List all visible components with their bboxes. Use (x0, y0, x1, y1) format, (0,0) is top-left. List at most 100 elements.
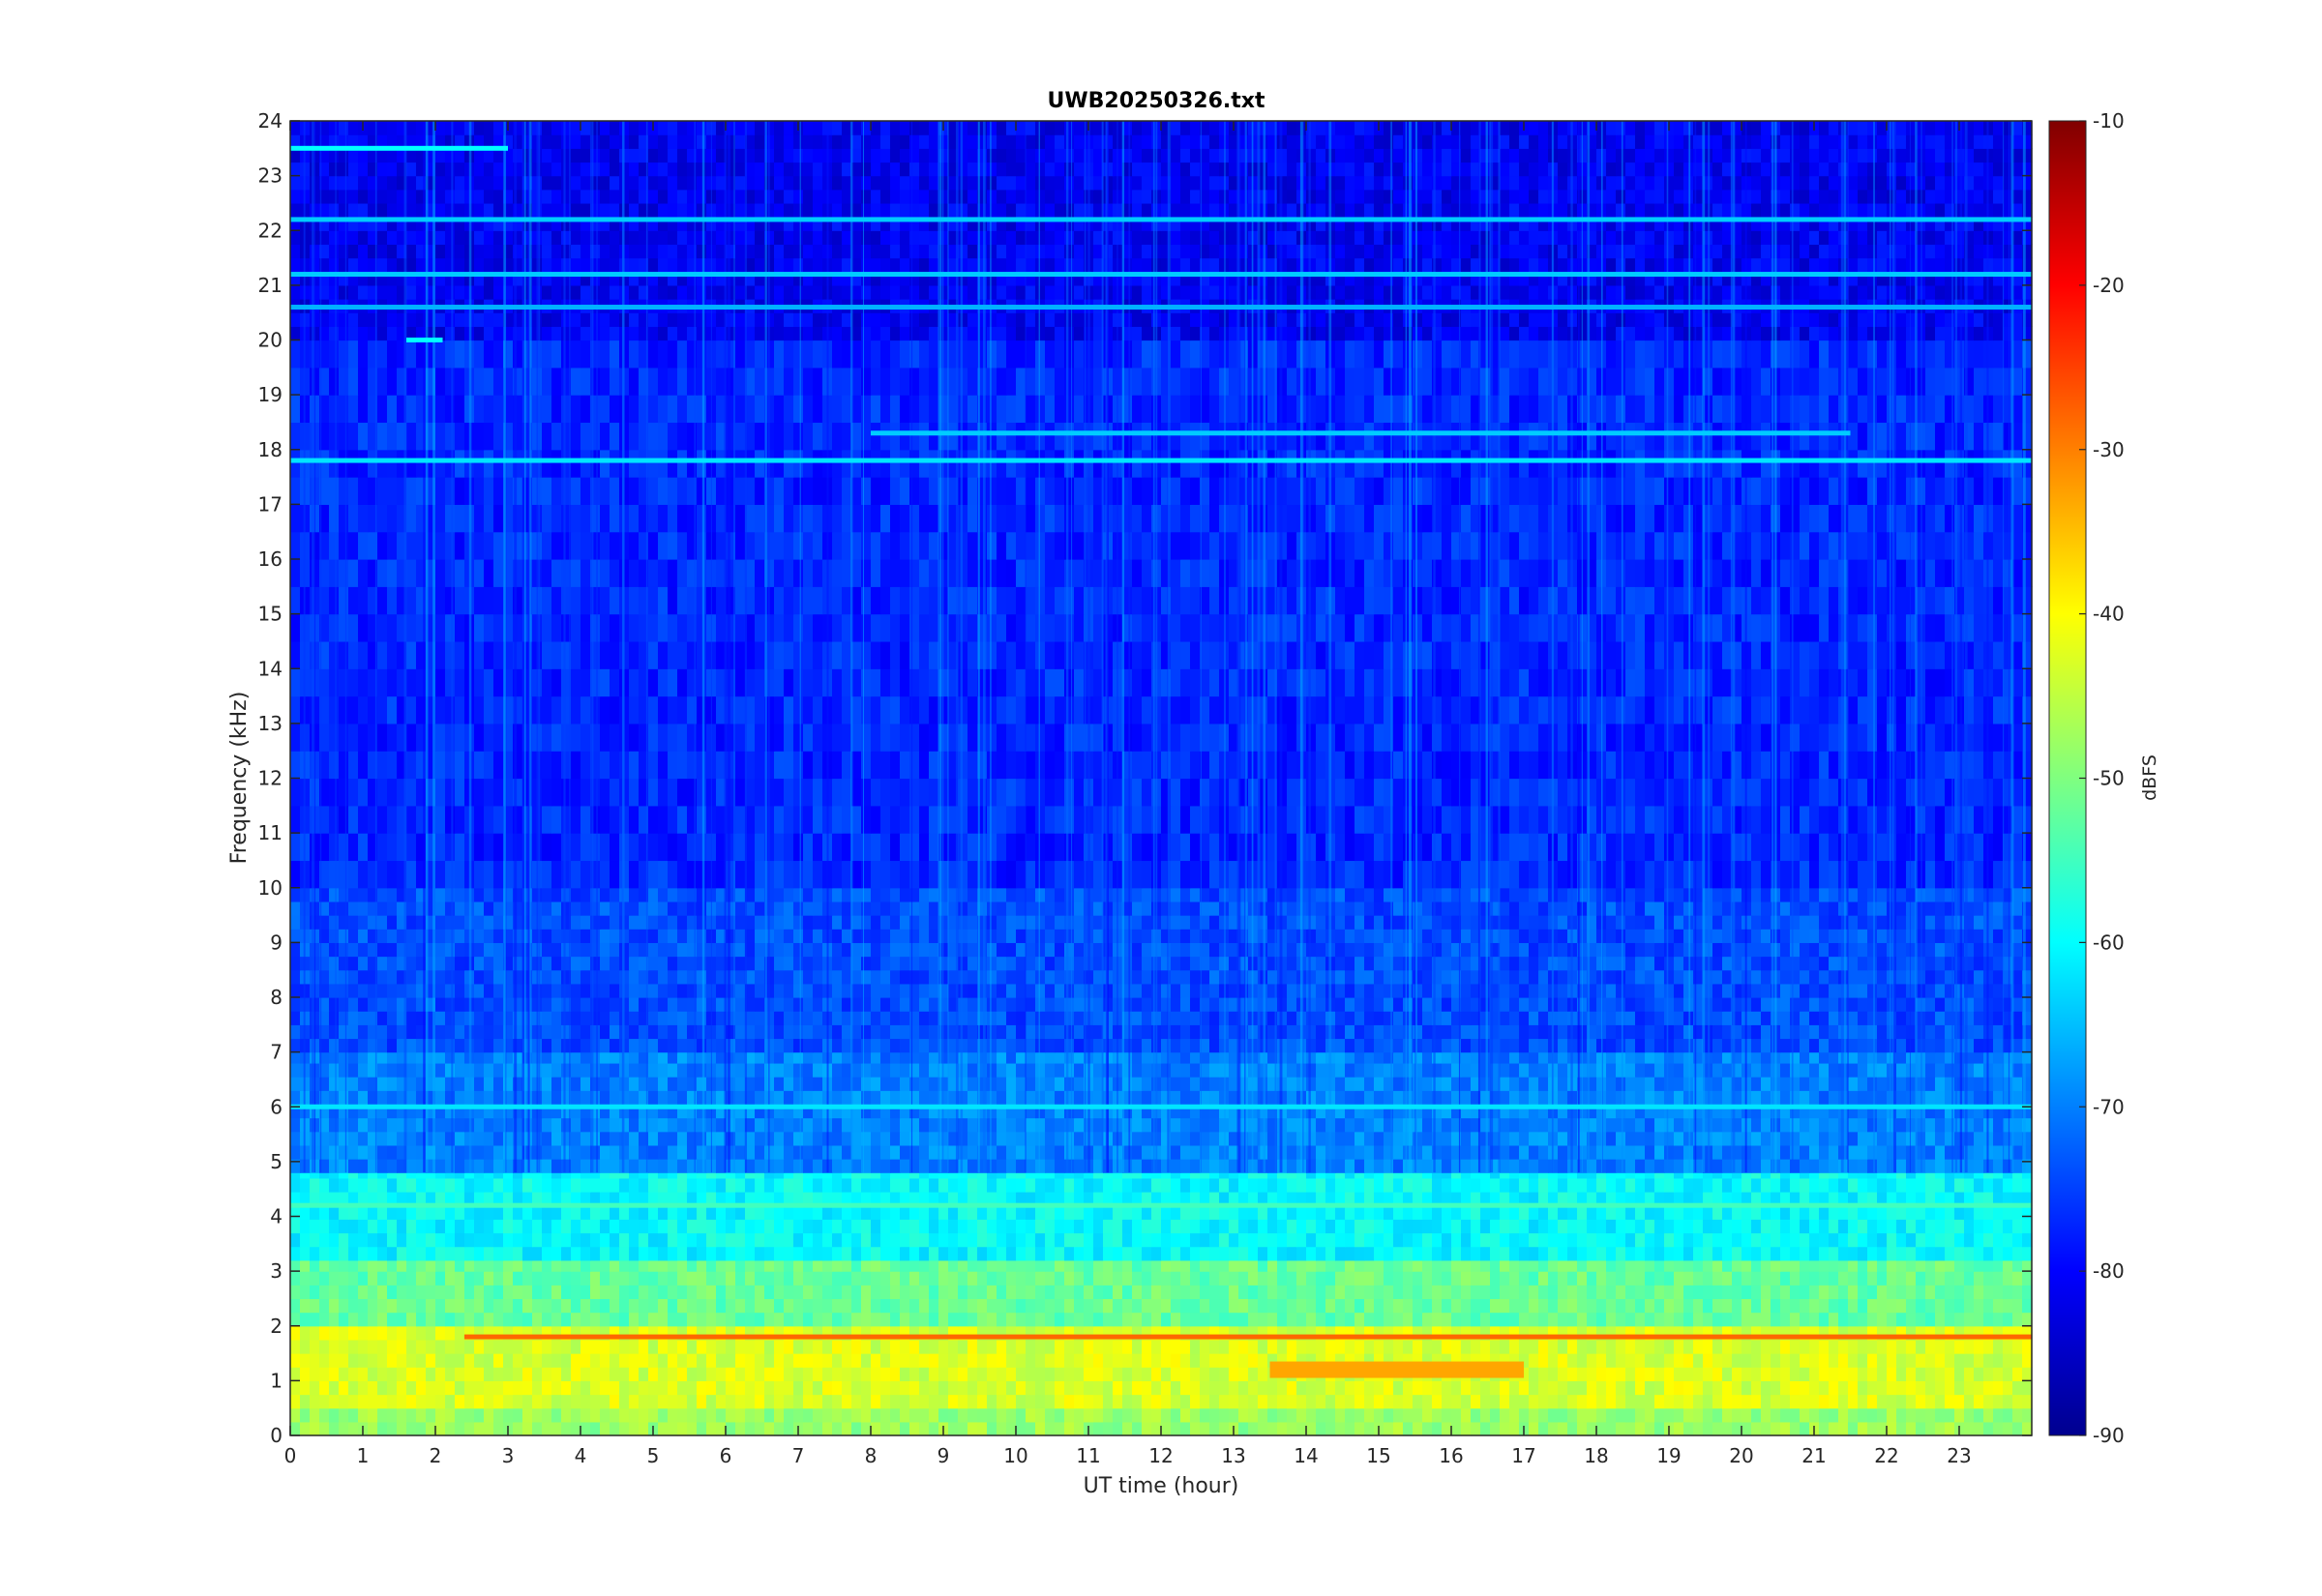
heatmap-cell (648, 1062, 659, 1078)
heatmap-cell (416, 1380, 427, 1396)
heatmap-cell (2012, 1259, 2023, 1272)
heatmap-cell (1490, 1144, 1501, 1160)
heatmap-cell (2003, 1298, 2013, 1314)
heatmap-cell (784, 1339, 794, 1354)
heatmap-cell (629, 1339, 640, 1354)
heatmap-cell (1229, 1159, 1239, 1173)
heatmap-cell (1993, 1117, 2004, 1133)
heatmap-cell (319, 1077, 330, 1091)
heatmap-cell (358, 1246, 369, 1261)
heatmap-cell (1954, 1353, 1965, 1368)
heatmap-cell (1974, 1271, 1984, 1286)
heatmap-cell (697, 1172, 707, 1179)
heatmap-cell (329, 1394, 340, 1409)
heatmap-cell (648, 1077, 659, 1091)
heatmap-cell (774, 1259, 785, 1272)
heatmap-cell (716, 1407, 727, 1423)
heatmap-cell (1625, 1177, 1636, 1193)
heatmap-cell (1829, 1117, 1839, 1133)
heatmap-cell (387, 1325, 398, 1341)
heatmap-cell (1393, 1131, 1404, 1146)
heatmap-cell (1442, 1205, 1452, 1220)
heatmap-cell (1529, 1421, 1539, 1436)
heatmap-cell (1364, 1285, 1375, 1300)
heatmap-cell (1848, 1144, 1859, 1160)
heatmap-cell (987, 1192, 997, 1206)
heatmap-cell (1190, 1271, 1201, 1286)
heatmap-cell (1200, 1062, 1210, 1078)
heatmap-cell (1006, 1246, 1017, 1261)
heatmap-cell (1519, 1367, 1530, 1381)
heatmap-cell (1954, 1325, 1965, 1341)
heatmap-cell (726, 1117, 736, 1133)
heatmap-cell (639, 1232, 649, 1248)
heatmap-cell (474, 1172, 485, 1179)
heatmap-cell (938, 1353, 949, 1368)
heatmap-cell (397, 1407, 407, 1423)
heatmap-cell (1625, 1353, 1636, 1368)
heatmap-cell (726, 1062, 736, 1078)
heatmap-cell (474, 1312, 485, 1327)
heatmap-cell (1413, 1090, 1423, 1106)
heatmap-cell (1471, 1246, 1481, 1261)
heatmap-cell (938, 1232, 949, 1248)
heatmap-cell (890, 1219, 901, 1234)
heatmap-cell (658, 1271, 669, 1286)
heatmap-cell (1635, 1219, 1646, 1234)
heatmap-cell (571, 1205, 581, 1220)
heatmap-cell (1277, 1271, 1288, 1286)
heatmap-cell (745, 1325, 756, 1341)
heatmap-cell (1142, 1421, 1152, 1436)
heatmap-cell (329, 1172, 340, 1179)
heatmap-cell (2012, 1192, 2023, 1206)
heatmap-cell (1761, 1325, 1771, 1341)
heatmap-cell (1035, 1312, 1046, 1327)
heatmap-cell (1074, 1271, 1085, 1286)
heatmap-cell (348, 1131, 359, 1146)
heatmap-cell (987, 1090, 997, 1106)
heatmap-cell (1471, 1421, 1481, 1436)
heatmap-cell (968, 1394, 978, 1409)
heatmap-cell (1751, 1271, 1762, 1286)
heatmap-cell (1954, 1232, 1965, 1248)
heatmap-cell (1461, 1271, 1472, 1286)
heatmap-cell (1461, 1339, 1472, 1354)
heatmap-cell (1238, 1117, 1249, 1133)
heatmap-cell (2022, 1312, 2033, 1327)
heatmap-cell (987, 1407, 997, 1423)
heatmap-cell (977, 1172, 988, 1179)
heatmap-cell (348, 1159, 359, 1173)
heatmap-cell (1722, 1298, 1733, 1314)
heatmap-cell (1683, 1325, 1694, 1341)
heatmap-cell (1519, 1192, 1530, 1206)
heatmap-cell (1896, 1117, 1907, 1133)
heatmap-cell (1006, 1144, 1017, 1160)
heatmap-cell (455, 1062, 465, 1078)
heatmap-cell (1084, 1232, 1094, 1248)
heatmap-cell (416, 1259, 427, 1272)
heatmap-cell (2003, 1353, 2013, 1368)
heatmap-cell (1045, 1219, 1056, 1234)
heatmap-cell (1267, 1232, 1278, 1248)
heatmap-cell (1509, 1246, 1520, 1261)
heatmap-cell (997, 1339, 1007, 1354)
heatmap-cell (1858, 1271, 1868, 1286)
heatmap-cell (2003, 1380, 2013, 1396)
heatmap-cell (513, 1131, 523, 1146)
heatmap-cell (1858, 1325, 1868, 1341)
heatmap-cell (1016, 1062, 1027, 1078)
heatmap-cell (1035, 1394, 1046, 1409)
heatmap-cell (842, 1090, 852, 1106)
heatmap-cell (1703, 1246, 1713, 1261)
heatmap-cell (532, 1325, 543, 1341)
heatmap-cell (1171, 1192, 1181, 1206)
heatmap-cell (2022, 1172, 2033, 1179)
heatmap-cell (1258, 1232, 1268, 1248)
heatmap-cell (368, 1298, 378, 1314)
heatmap-cell (919, 1367, 930, 1381)
heatmap-cell (416, 1407, 427, 1423)
heatmap-cell (1238, 1159, 1249, 1173)
heatmap-cell (813, 1298, 823, 1314)
heatmap-cell (561, 1271, 572, 1286)
heatmap-cell (300, 1271, 311, 1286)
